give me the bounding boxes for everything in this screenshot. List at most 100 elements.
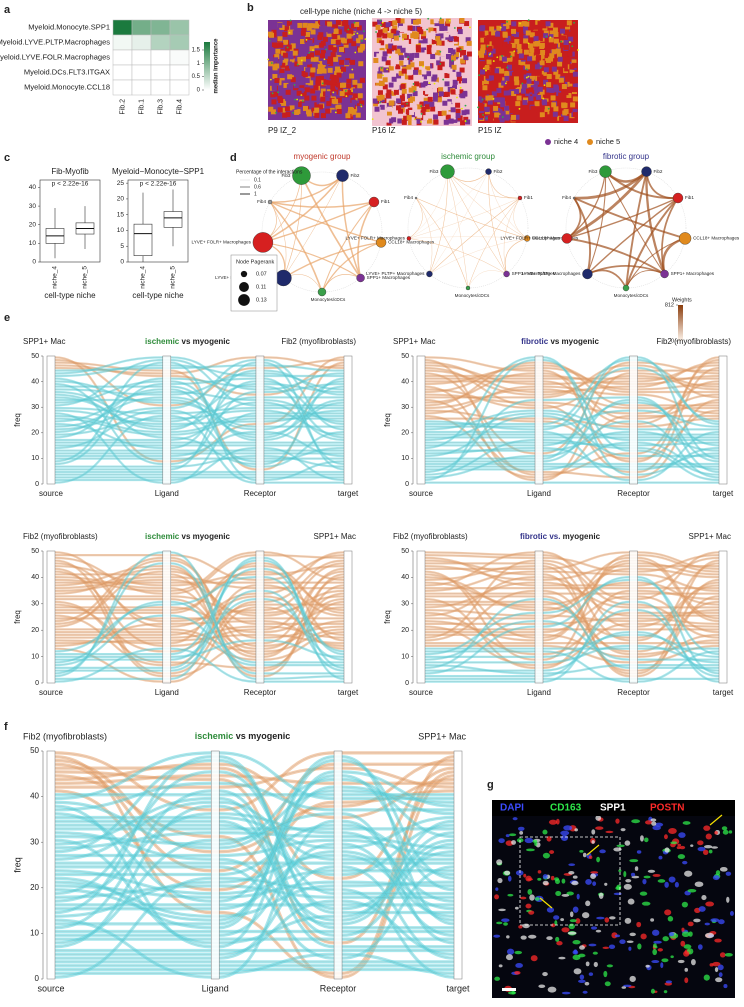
tissue-dot [506,66,509,69]
tissue-spot [345,51,351,57]
tissue-dot [459,48,462,51]
cell [668,828,677,835]
tissue-spot [318,104,324,110]
x-axis-label: source [409,489,434,498]
cell [662,936,669,942]
cell [629,975,636,983]
tissue-spot [305,109,311,115]
tissue-spot [539,42,545,48]
x-axis-label: Receptor [617,688,650,697]
cell [534,841,538,847]
zoom-box [519,836,621,926]
y-tick-label: 40 [31,378,39,385]
cell [514,906,519,910]
cell [722,829,729,835]
tissue-spot [435,36,441,42]
tissue-spot [466,40,472,46]
tissue-spot [346,78,352,84]
tissue-spot [431,27,437,33]
flow [54,781,454,812]
tissue-spot [545,55,551,61]
edge [586,171,607,275]
cell [579,945,585,950]
edge [566,197,679,240]
tissue-spot [463,116,469,122]
tissue-dot [277,91,280,94]
tissue-spot [516,66,522,72]
tissue-spot [462,78,468,84]
tissue-spot [514,114,520,120]
heatmap-cell [169,79,190,96]
node [267,199,273,205]
node [523,235,531,242]
y-tick-label: 0 [405,680,409,687]
tissue-spot [496,25,502,31]
tissue-spot [331,24,337,30]
cell [687,921,694,927]
column-label: Fib.4 [176,99,183,115]
tissue-spot [348,106,354,112]
heatmap-cell [150,64,171,81]
cell [578,953,586,958]
tissue-spot [316,99,322,105]
heatmap-cell [150,19,171,36]
stratum [416,355,426,485]
tissue-spot [324,74,330,80]
tissue-spot [455,108,461,114]
tissue-dot [268,39,271,42]
tissue-dot [363,30,365,33]
tissue-spot [504,105,510,111]
y-tick-label: 10 [31,653,39,660]
cell [714,967,719,973]
tissue-spot [310,114,316,120]
x-axis-label: Ligand [527,688,551,697]
tissue-dot [573,21,575,24]
y-tick-label: 20 [31,430,39,437]
plot-right-title: SPP1+ Mac [418,731,466,741]
flow-edge [54,648,344,682]
cell [651,821,657,826]
tissue-dot [300,94,303,96]
flow [54,614,344,667]
tissue-spot [451,84,457,90]
tissue-spot [501,26,507,32]
tissue-spot [456,75,462,81]
p-value: p < 2.22e-16 [140,181,177,188]
edge [587,269,627,289]
tissue-spot [500,111,506,117]
tissue-spot [564,66,570,72]
legend-title: Percentage of the interactions [236,169,303,175]
cell [697,840,704,846]
flow [54,853,455,918]
tissue-spot [283,82,289,88]
edge [566,170,648,240]
cell [701,895,707,901]
node [426,270,433,278]
tissue-spot [431,47,437,53]
tissue-spot [571,59,577,65]
tissue-dot [389,56,392,58]
tissue-spot [276,60,282,66]
tissue-spot [422,38,428,44]
flow-edge [54,560,345,638]
cell [703,825,711,831]
tissue-spot [395,48,401,54]
cell [627,898,635,905]
edge [488,171,507,275]
tissue-spot [313,56,319,62]
tissue-dot [482,67,485,70]
cell [703,974,710,981]
cell [684,977,689,984]
tissue-spot [548,34,554,40]
heatmap-cell [112,79,133,96]
tissue-spot [559,116,565,122]
flow-edge [54,563,344,674]
y-tick-label: 0 [405,481,409,488]
tissue-spot [480,25,486,31]
cell [636,850,642,854]
tissue-spot [268,106,274,112]
tissue-dot [428,82,431,84]
tissue-spot [424,61,430,67]
plot-right-title: SPP1+ Mac [314,532,356,541]
cell [665,980,673,984]
